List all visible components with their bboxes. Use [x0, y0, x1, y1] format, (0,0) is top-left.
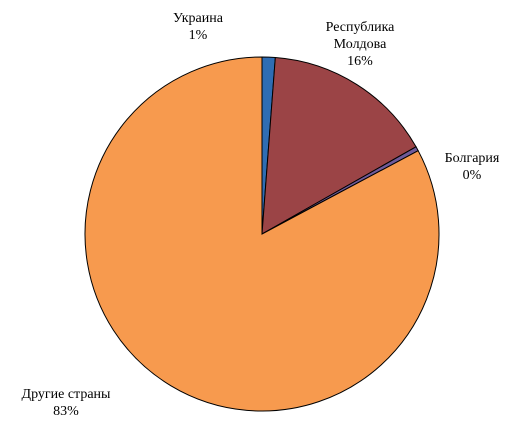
slice-category-label: Болгария	[445, 151, 500, 166]
pie-slice-3	[84, 56, 440, 412]
slice-percent-label: 1%	[189, 28, 208, 43]
slice-percent-label: 83%	[53, 404, 79, 419]
pie-slices	[84, 56, 440, 412]
pie-slice-1	[261, 56, 417, 235]
slice-category-label: Украина	[173, 11, 224, 26]
slice-category-label: Молдова	[334, 37, 387, 52]
pie-labels: Украина 1% Республика Молдова 16% Болгария 0% Д…	[22, 11, 500, 419]
slice-category-label: Республика	[326, 20, 396, 35]
slice-percent-label: 0%	[463, 168, 482, 183]
slice-percent-label: 16%	[347, 54, 373, 69]
slice-category-label: Другие страны	[22, 387, 112, 402]
